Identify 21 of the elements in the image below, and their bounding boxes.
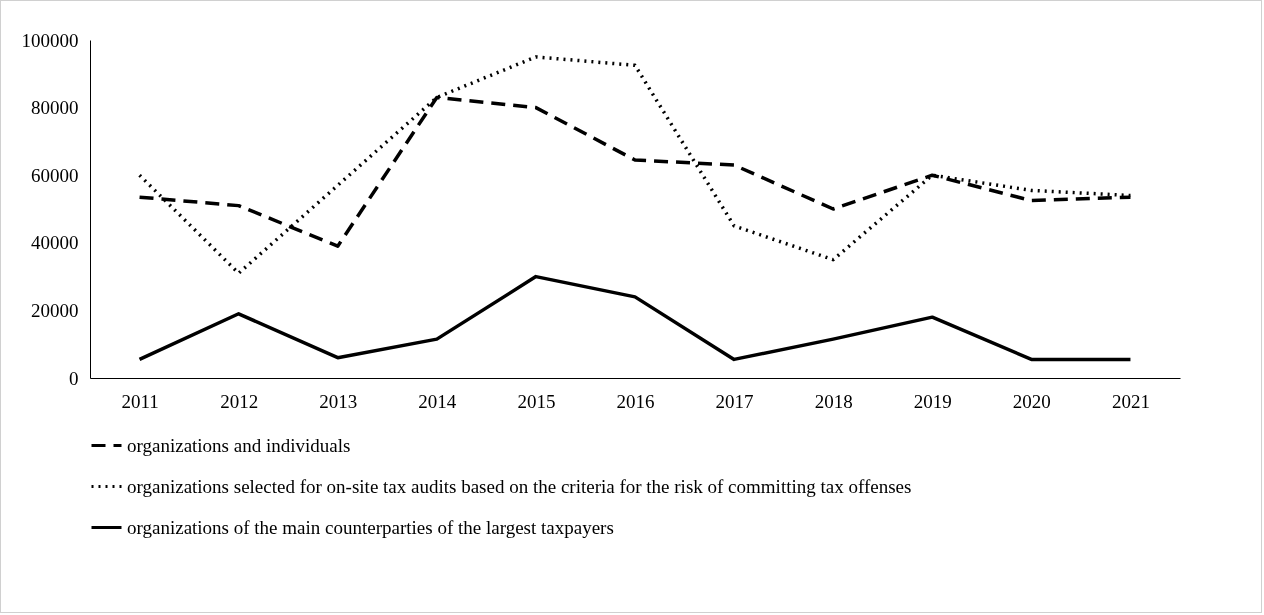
legend-label: organizations and individuals xyxy=(127,434,351,456)
y-tick-label: 100000 xyxy=(21,29,79,51)
y-tick-label: 40000 xyxy=(31,232,79,254)
y-tick-label: 20000 xyxy=(31,299,79,321)
x-tick-label: 2013 xyxy=(319,390,358,412)
y-tick-label: 80000 xyxy=(31,97,79,119)
x-tick-label: 2019 xyxy=(913,390,952,412)
x-tick-label: 2018 xyxy=(814,390,853,412)
y-tick-label: 0 xyxy=(69,367,79,389)
x-tick-label: 2016 xyxy=(616,390,655,412)
x-tick-label: 2014 xyxy=(418,390,457,412)
x-tick-label: 2015 xyxy=(517,390,556,412)
y-tick-label: 60000 xyxy=(31,164,79,186)
x-tick-label: 2017 xyxy=(715,390,754,412)
line-series xyxy=(137,274,1133,362)
legend-label: organizations selected for on-site tax audits based on the criteria for the risk of committing tax offenses xyxy=(127,475,912,497)
x-tick-label: 2020 xyxy=(1012,390,1051,412)
x-tick-label: 2021 xyxy=(1111,390,1150,412)
legend-label: organizations of the main counterparties of the largest taxpayers xyxy=(127,516,614,538)
x-tick-label: 2011 xyxy=(121,390,159,412)
x-tick-label: 2012 xyxy=(220,390,259,412)
